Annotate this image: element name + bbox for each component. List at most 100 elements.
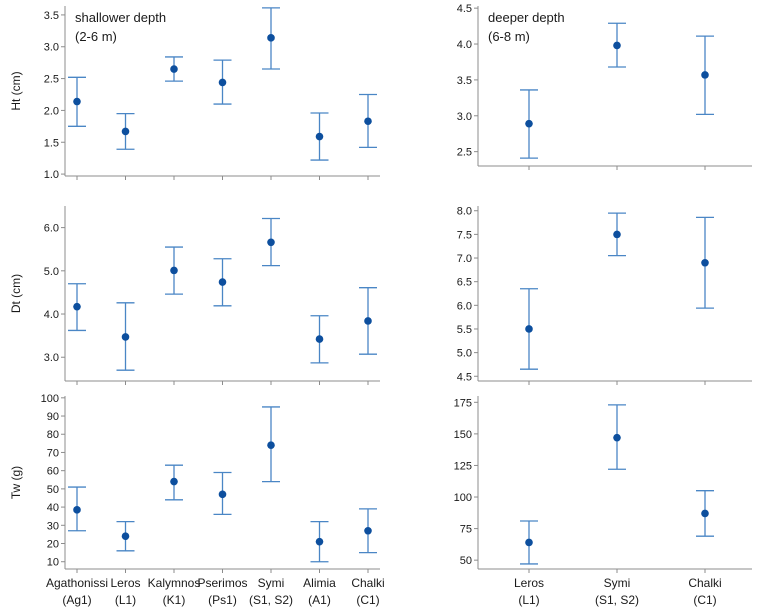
- y-tick-label: 4.0: [457, 39, 472, 51]
- x-category-label: Chalki: [351, 576, 384, 590]
- data-point: [315, 335, 324, 343]
- chart-ht-deep: 2.5 3.0 3.5 4.0 4.5 deeper depth (6-8 m): [457, 3, 752, 170]
- y-tick-label: 6.0: [457, 300, 472, 312]
- y-tick-label: 20: [47, 539, 59, 551]
- x-category-label: Agathonissi: [46, 576, 108, 590]
- y-tick-label: 60: [47, 466, 59, 478]
- data-point: [315, 132, 324, 141]
- data-point: [218, 78, 227, 87]
- y-tick-label: 90: [47, 411, 59, 423]
- data-point: [73, 506, 81, 514]
- x-category-code: (S1, S2): [595, 593, 639, 607]
- x-category-label: Symi: [258, 576, 285, 590]
- x-category-code: (A1): [308, 593, 331, 607]
- y-tick-label: 1.0: [44, 169, 59, 181]
- y-tick-label: 5.5: [457, 324, 472, 336]
- y-tick-label: 75: [460, 524, 472, 536]
- panel-title: deeper depth: [488, 10, 565, 25]
- data-point: [701, 258, 709, 267]
- y-tick-label: 100: [41, 393, 59, 405]
- x-category-code: (C1): [693, 593, 716, 607]
- data-point: [170, 266, 178, 275]
- chart-ht-shallow: 1.0 1.5 2.0 2.5 3.0 3.5 Ht (cm) shallower depth…: [9, 6, 380, 181]
- y-tick-label: 2.0: [44, 105, 59, 117]
- y-tick-label: 5.0: [44, 266, 59, 278]
- y-tick-label: 4.0: [44, 309, 59, 321]
- y-axis-label: Tw (g): [9, 466, 23, 499]
- x-category-code: (C1): [356, 593, 379, 607]
- y-axis-label: Dt (cm): [9, 274, 23, 313]
- chart-tw-deep: 50 75 100 125 150 175 Leros (L1) Symi (S1, S2) Cha…: [454, 396, 752, 607]
- data-point: [73, 302, 81, 311]
- y-tick-label: 3.0: [44, 42, 59, 54]
- data-point: [364, 117, 372, 126]
- x-category-label: Leros: [514, 576, 544, 590]
- y-tick-label: 7.0: [457, 253, 472, 265]
- x-category-label: Alimia: [303, 576, 336, 590]
- data-point: [613, 230, 621, 239]
- data-point: [267, 34, 275, 42]
- data-point: [170, 65, 178, 73]
- y-tick-label: 70: [47, 447, 59, 459]
- y-tick-label: 125: [454, 460, 472, 472]
- data-point: [701, 71, 709, 79]
- panel-subtitle: (6-8 m): [488, 29, 530, 44]
- y-tick-label: 175: [454, 397, 472, 409]
- data-point: [218, 490, 227, 499]
- x-category-label: Symi: [604, 576, 631, 590]
- data-point: [525, 325, 533, 333]
- y-tick-label: 6.0: [44, 223, 59, 235]
- x-category-code: (S1, S2): [249, 593, 293, 607]
- data-point: [121, 532, 130, 541]
- y-tick-label: 40: [47, 502, 59, 514]
- y-tick-label: 1.5: [44, 137, 59, 149]
- y-tick-label: 6.5: [457, 277, 472, 289]
- y-tick-label: 30: [47, 520, 59, 532]
- x-category-label: Leros: [110, 576, 140, 590]
- x-category-label: Pserimos: [197, 576, 247, 590]
- y-tick-label: 100: [454, 492, 472, 504]
- chart-tw-shallow: 10 20 30 40 50 60 70 80 90 100 Tw (g) Agathonissi (A…: [9, 393, 385, 607]
- y-tick-label: 80: [47, 429, 59, 441]
- x-category-code: (K1): [163, 593, 186, 607]
- y-tick-label: 4.5: [457, 371, 472, 383]
- y-tick-label: 150: [454, 429, 472, 441]
- x-category-code: (L1): [115, 593, 136, 607]
- y-tick-label: 3.5: [44, 10, 59, 22]
- y-tick-label: 50: [460, 555, 472, 567]
- data-point: [73, 97, 81, 106]
- data-point: [525, 119, 533, 128]
- chart-dt-shallow: 3.0 4.0 5.0 6.0 Dt (cm): [9, 206, 380, 385]
- data-point: [701, 509, 709, 518]
- y-tick-label: 10: [47, 557, 59, 569]
- y-tick-label: 3.5: [457, 75, 472, 87]
- data-point: [525, 538, 533, 547]
- y-tick-label: 7.5: [457, 229, 472, 241]
- data-point: [364, 317, 372, 325]
- x-category-code: (Ag1): [62, 593, 91, 607]
- x-category-label: Kalymnos: [148, 576, 201, 590]
- y-tick-label: 3.0: [457, 111, 472, 123]
- data-point: [315, 537, 324, 546]
- x-category-code: (L1): [518, 593, 539, 607]
- data-point: [218, 278, 227, 286]
- x-category-label: Chalki: [688, 576, 721, 590]
- data-point: [613, 41, 621, 50]
- data-point: [613, 433, 621, 442]
- y-tick-label: 3.0: [44, 352, 59, 364]
- y-tick-label: 2.5: [44, 74, 59, 86]
- y-axis-label: Ht (cm): [9, 71, 23, 110]
- data-point: [267, 441, 275, 449]
- panel-subtitle: (2-6 m): [75, 29, 117, 44]
- chart-dt-deep: 4.5 5.0 5.5 6.0 6.5 7.0 7.5 8.0: [457, 206, 752, 385]
- data-point: [121, 127, 130, 136]
- panel-title: shallower depth: [75, 10, 166, 25]
- y-tick-label: 4.5: [457, 3, 472, 15]
- x-category-code: (Ps1): [208, 593, 237, 607]
- y-tick-label: 50: [47, 484, 59, 496]
- y-tick-label: 5.0: [457, 348, 472, 360]
- data-point: [170, 477, 178, 486]
- y-tick-label: 2.5: [457, 147, 472, 159]
- data-point: [121, 333, 130, 341]
